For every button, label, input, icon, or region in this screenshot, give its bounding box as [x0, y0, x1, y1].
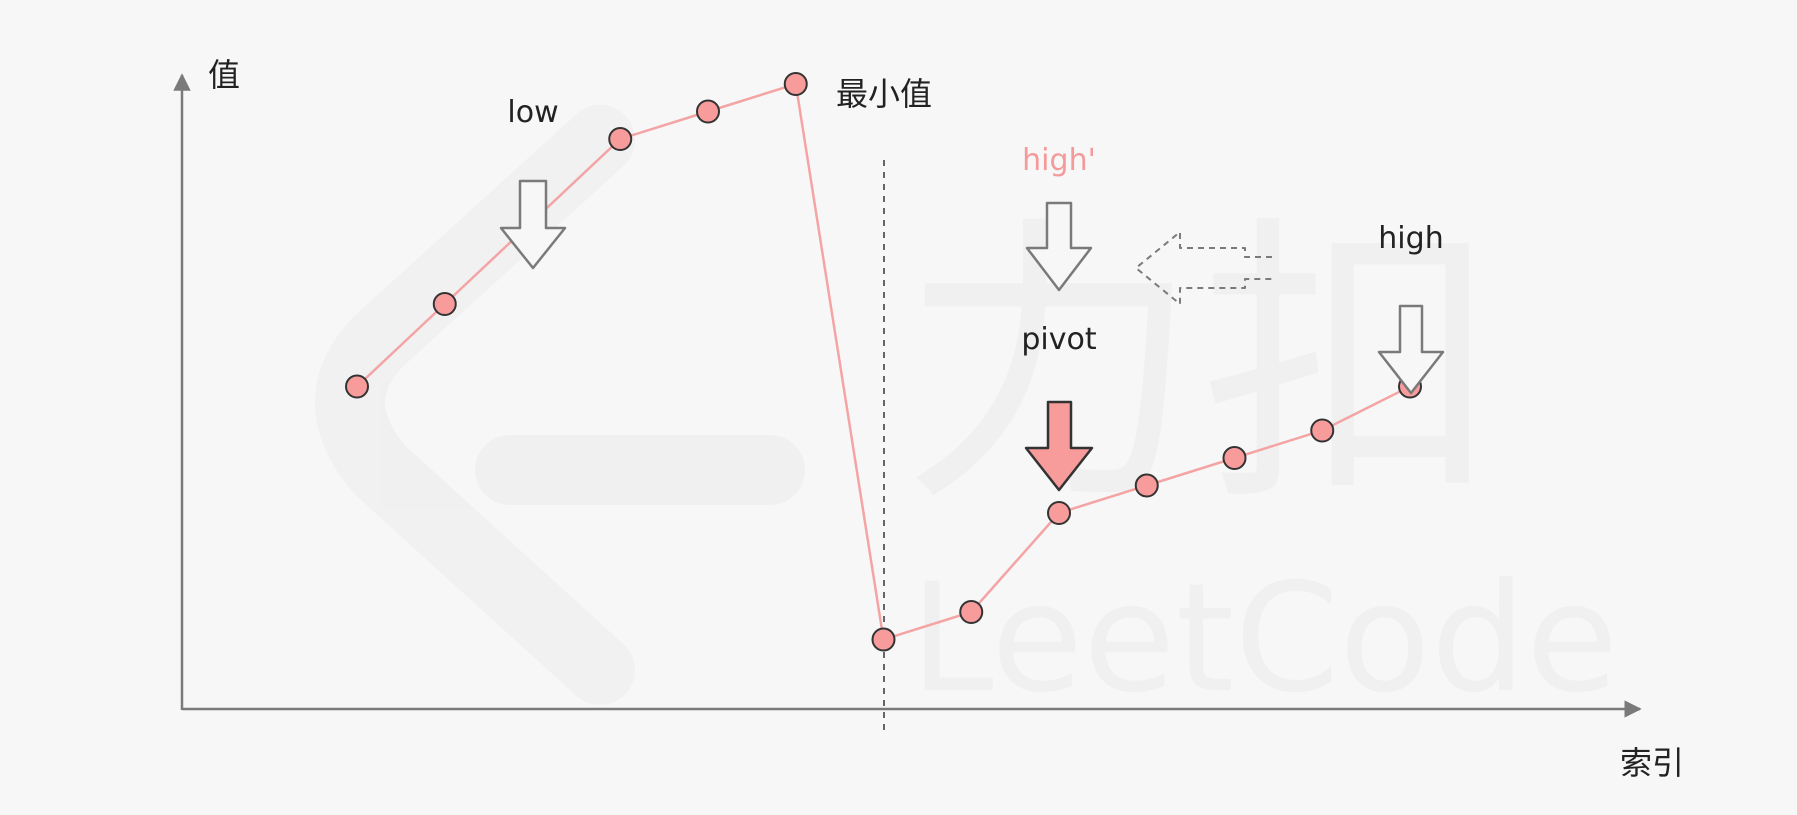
data-point-5: [696, 99, 720, 124]
high-arrow-icon: [1377, 304, 1445, 395]
data-point-4: [608, 127, 633, 151]
pivot-arrow-icon: [1024, 400, 1094, 492]
high-prime-label: high': [1022, 143, 1096, 178]
minimum-label: 最小值: [836, 75, 932, 113]
y-axis-label: 值: [208, 56, 240, 94]
data-point-10: [1134, 473, 1159, 498]
data-point-9: [1047, 501, 1071, 525]
low-label: low: [507, 95, 558, 130]
pivot-label: pivot: [1021, 322, 1096, 357]
high-prime-arrow-icon: [1025, 201, 1093, 292]
data-point-1: [345, 374, 369, 399]
dashed-left-arrow-icon: [1135, 231, 1272, 305]
high-label: high: [1378, 221, 1443, 256]
data-point-12: [1310, 418, 1335, 443]
watermark-text: LeetCode: [910, 552, 1618, 726]
data-point-2: [432, 292, 457, 316]
data-point-7: [871, 627, 896, 652]
data-point-8: [959, 600, 984, 624]
x-axis-label: 索引: [1620, 744, 1684, 782]
data-point-11: [1222, 446, 1247, 470]
low-arrow-icon: [499, 179, 567, 270]
leetcode-watermark: LeetCode 力扣: [315, 105, 1618, 726]
leetcode-logo-icon: [315, 105, 635, 705]
data-point-6: [783, 72, 808, 96]
